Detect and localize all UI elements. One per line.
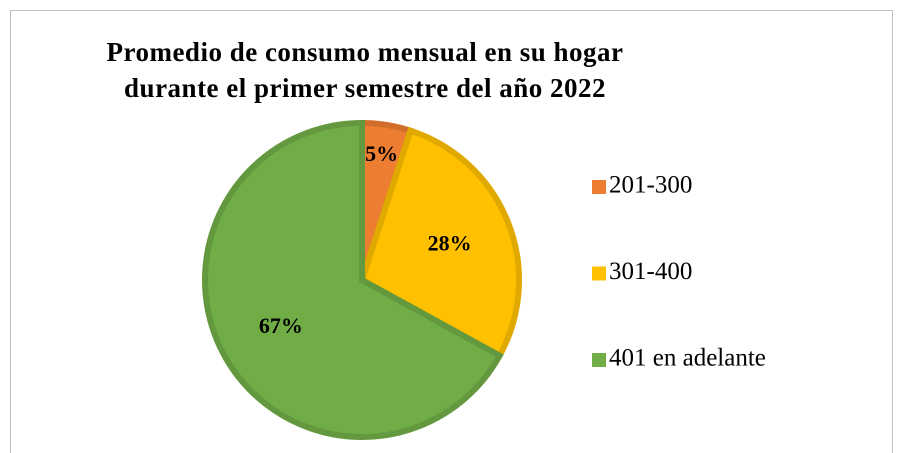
chart-frame: [10, 10, 893, 453]
legend-swatch: [592, 353, 606, 367]
data-label: 67%: [259, 313, 303, 338]
chart-title: Promedio de consumo mensual en su hogar …: [106, 37, 624, 103]
legend-swatch: [592, 180, 606, 194]
legend-label: 201-300: [609, 172, 692, 199]
legend-label: 301-400: [609, 258, 692, 285]
data-label: 5%: [365, 141, 398, 166]
data-label: 28%: [428, 230, 472, 255]
legend-label: 401 en adelante: [609, 345, 766, 372]
pie-slice: [202, 119, 504, 440]
legend-swatch: [592, 266, 606, 281]
